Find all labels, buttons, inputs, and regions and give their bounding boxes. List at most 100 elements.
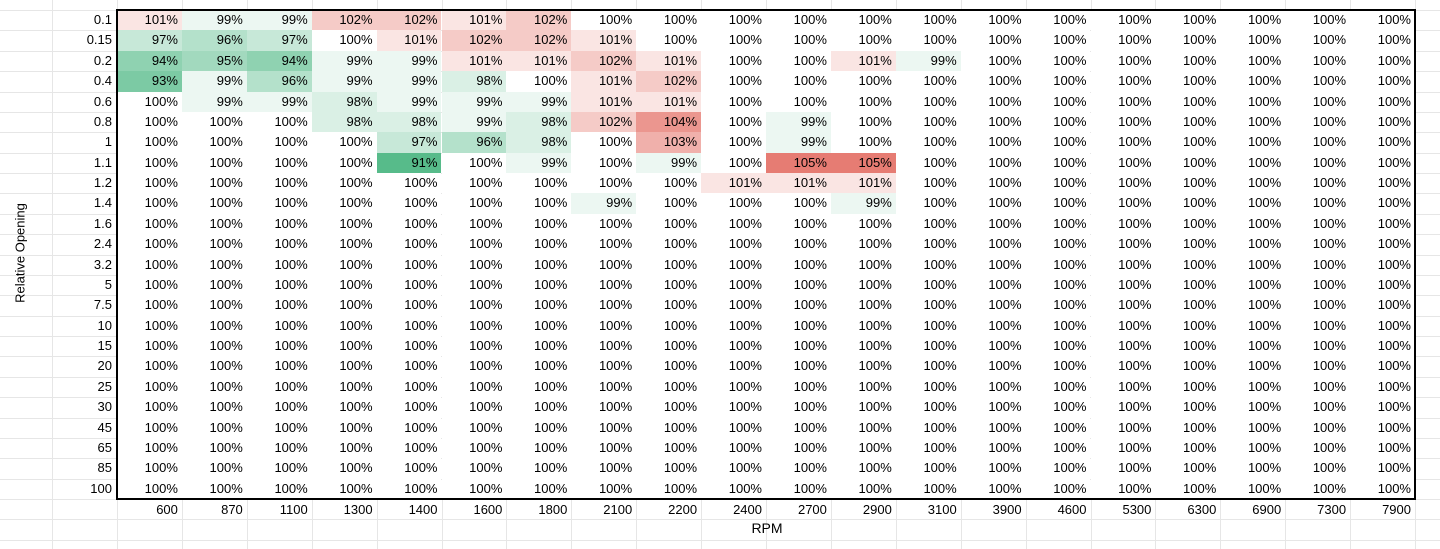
y-tick-label: 25 [97,378,112,394]
heatmap-cell: 100% [1025,111,1091,133]
heatmap-cell: 100% [1220,397,1286,418]
heatmap-cell: 100% [960,111,1026,133]
heatmap-cell: 100% [246,254,312,275]
heatmap-cell: 100% [1220,50,1286,72]
heatmap-cell: 100% [895,132,961,153]
heatmap-cell: 102% [506,10,572,31]
heatmap-cell: 100% [960,10,1026,31]
heatmap-cell: 100% [895,111,961,133]
heatmap-cell: 100% [571,213,637,235]
heatmap-cell: 99% [895,50,961,72]
heatmap-cell: 100% [1155,173,1221,194]
y-tick-label: 85 [97,460,112,476]
heatmap-cell: 100% [246,397,312,418]
heatmap-cell: 100% [571,478,637,499]
heatmap-cell: 101% [441,10,507,31]
x-tick-label: 600 [156,502,178,517]
heatmap-cell: 97% [246,30,312,51]
heatmap-cell: 100% [1220,234,1286,255]
heatmap-cell: 100% [895,397,961,418]
heatmap-cell: 100% [960,234,1026,255]
heatmap-cell: 100% [766,336,831,357]
heatmap-cell: 100% [246,234,312,255]
heatmap-cell: 100% [441,397,507,418]
x-tick-label: 3900 [992,502,1022,517]
heatmap-cell: 100% [441,193,507,214]
heatmap-cell: 100% [1155,91,1221,112]
heatmap-cell: 100% [571,417,637,438]
heatmap-cell: 100% [506,274,572,296]
heatmap-cell: 105% [830,152,896,173]
heatmap-cell: 100% [701,152,766,173]
heatmap-cell: 100% [1090,458,1156,479]
heatmap-cell: 100% [181,478,247,499]
heatmap-cell: 100% [766,254,831,275]
heatmap-cell: 100% [181,417,247,438]
heatmap-cell: 100% [376,397,442,418]
heatmap-cell: 101% [506,50,572,72]
heatmap-cell: 100% [1285,336,1351,357]
heatmap-cell: 100% [1090,376,1156,398]
heatmap-cell: 100% [1155,478,1221,499]
heatmap-cell: 100% [1025,295,1091,316]
x-tick-label: 4600 [1057,502,1087,517]
heatmap-cell: 100% [1090,437,1156,459]
heatmap-cell: 100% [895,417,961,438]
heatmap-cell: 100% [636,397,702,418]
heatmap-cell: 100% [246,295,312,316]
heatmap-cell: 100% [960,274,1026,296]
heatmap-cell: 100% [1220,152,1286,173]
heatmap-cell: 98% [311,91,377,112]
y-tick-label: 30 [97,399,112,415]
heatmap-cell: 100% [830,397,896,418]
heatmap-cell: 100% [766,437,831,459]
heatmap-cell: 100% [376,356,442,377]
heatmap-cell: 100% [181,376,247,398]
heatmap-cell: 100% [960,254,1026,275]
heatmap-cell: 100% [636,437,702,459]
heatmap-cell: 99% [311,71,377,92]
heatmap-cell: 100% [830,111,896,133]
heatmap-cell: 100% [766,91,831,112]
heatmap-cell: 98% [506,111,572,133]
heatmap-cell: 100% [895,10,961,31]
heatmap-cell: 100% [636,193,702,214]
heatmap-cell: 100% [1285,193,1351,214]
heatmap-cell: 100% [1285,91,1351,112]
heatmap-cell: 100% [960,213,1026,235]
heatmap-cell: 100% [1350,234,1415,255]
heatmap-cell: 100% [1350,376,1415,398]
heatmap-cell: 100% [571,234,637,255]
heatmap-cell: 100% [1285,173,1351,194]
heatmap-cell: 100% [1285,10,1351,31]
heatmap-cell: 100% [571,274,637,296]
heatmap-cell: 100% [246,478,312,499]
heatmap-cell: 100% [1090,295,1156,316]
heatmap-cell: 100% [1025,254,1091,275]
y-tick-label: 65 [97,439,112,455]
heatmap-cell: 100% [1285,437,1351,459]
heatmap-cell: 100% [1350,397,1415,418]
heatmap-cell: 100% [1155,213,1221,235]
heatmap-cell: 100% [1350,111,1415,133]
heatmap-cell: 99% [246,91,312,112]
heatmap-cell: 100% [1025,10,1091,31]
heatmap-cell: 100% [311,213,377,235]
x-tick-label: 5300 [1122,502,1152,517]
heatmap-cell: 100% [895,478,961,499]
heatmap-cell: 100% [441,356,507,377]
heatmap-cell: 100% [181,132,247,153]
y-tick-label: 1.6 [93,215,112,231]
y-tick-label: 5 [104,276,112,292]
heatmap-cell: 100% [895,173,961,194]
heatmap-cell: 100% [766,458,831,479]
heatmap-cell: 100% [1350,274,1415,296]
heatmap-cell: 100% [246,111,312,133]
heatmap-cell: 100% [830,417,896,438]
heatmap-cell: 100% [246,437,312,459]
heatmap-cell: 97% [376,132,442,153]
heatmap-cell: 100% [1285,417,1351,438]
heatmap-cell: 100% [117,315,182,336]
heatmap-cell: 100% [636,458,702,479]
heatmap-cell: 100% [117,111,182,133]
